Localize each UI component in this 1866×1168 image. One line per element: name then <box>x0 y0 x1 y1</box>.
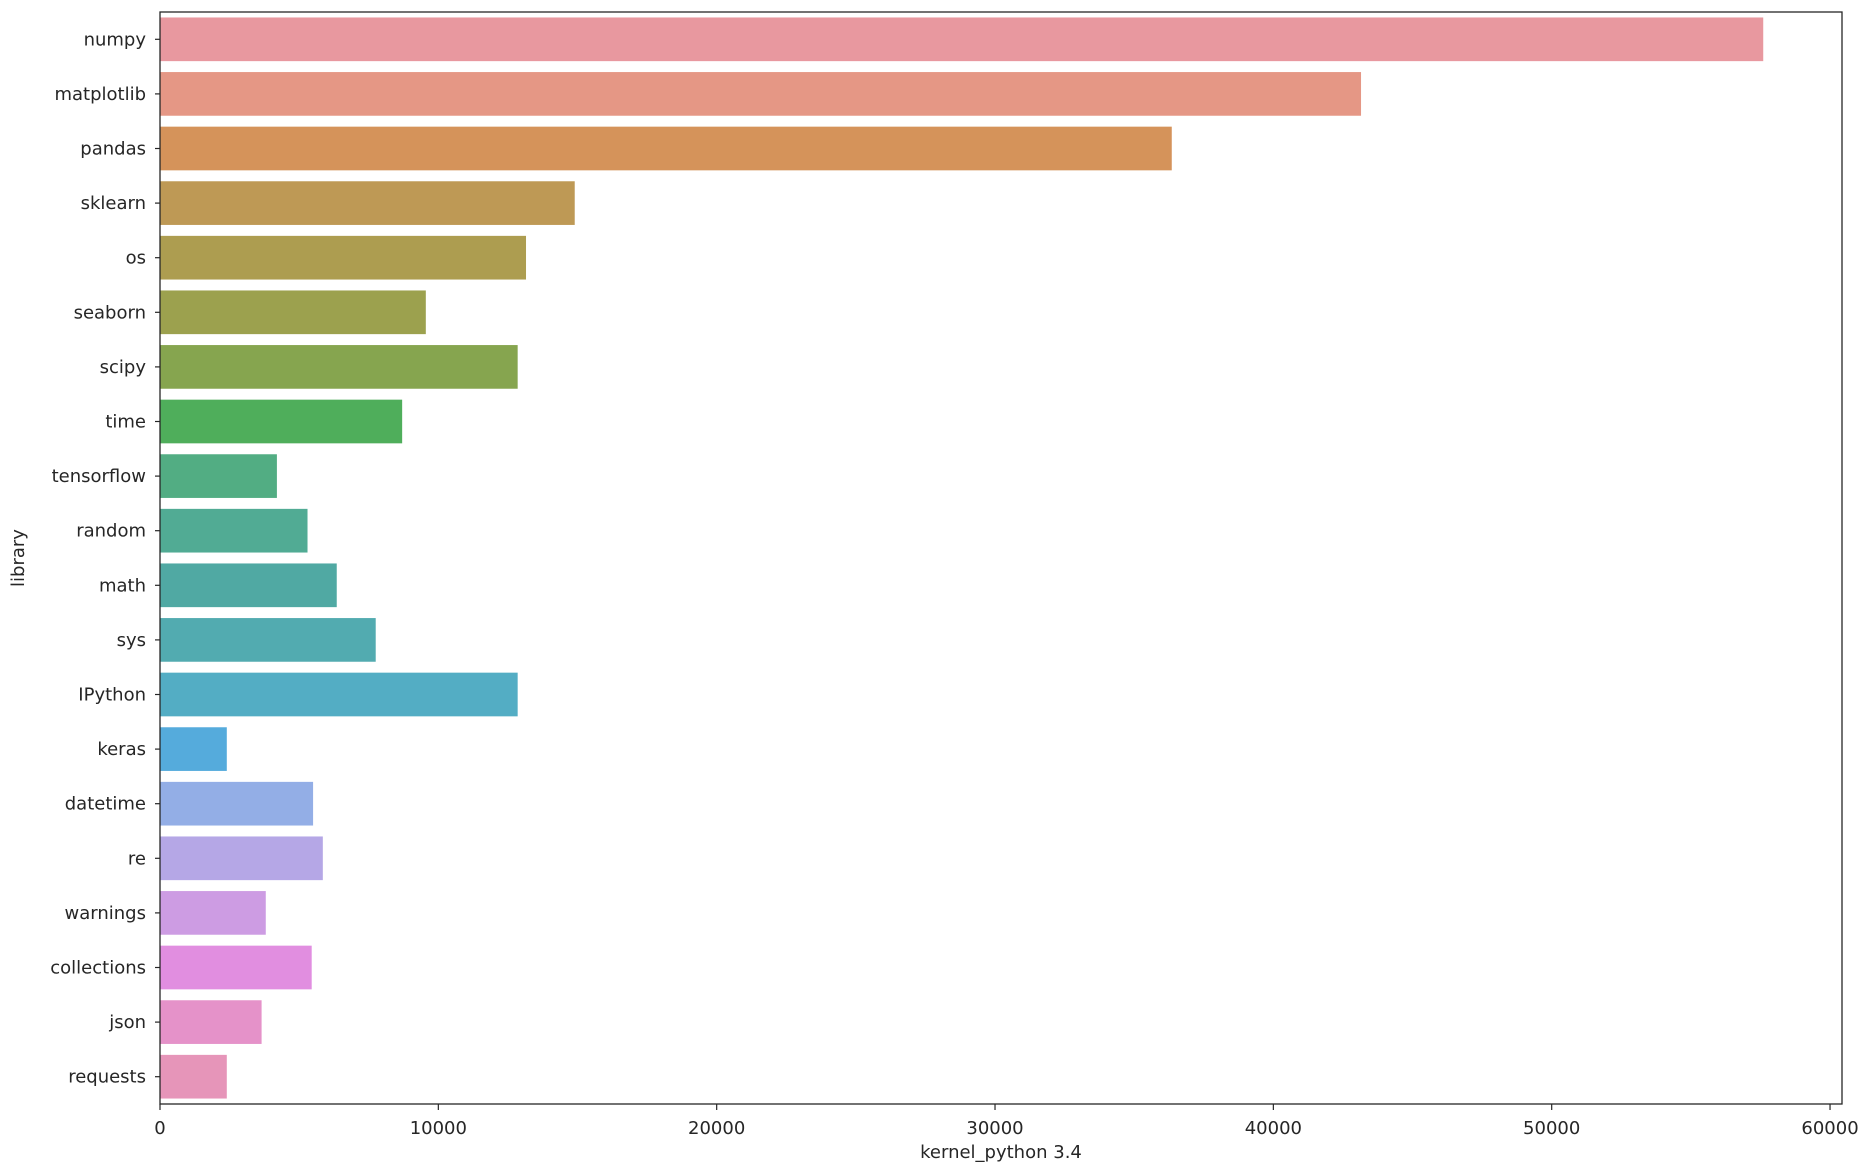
y-tick-label: datetime <box>65 794 146 815</box>
bar-scipy <box>160 345 518 389</box>
y-tick-label: requests <box>68 1067 146 1088</box>
y-tick-label: time <box>105 412 146 433</box>
bar-matplotlib <box>160 72 1362 116</box>
y-tick-label: numpy <box>84 29 147 50</box>
y-tick-label: tensorflow <box>52 466 146 487</box>
y-axis-ticks: numpy matplotlib pandas sklearn os seaborn sci… <box>50 29 160 1088</box>
bar-collections <box>160 945 312 990</box>
x-tick-label: 10000 <box>410 1118 467 1139</box>
y-tick-label: sklearn <box>81 193 146 214</box>
y-tick-label: random <box>76 521 146 542</box>
x-tick-label: 40000 <box>1245 1118 1302 1139</box>
y-tick-label: IPython <box>78 685 146 706</box>
bars <box>160 17 1764 1099</box>
bar-tensorflow <box>160 454 277 498</box>
y-tick-label: scipy <box>100 357 147 378</box>
y-tick-label: keras <box>97 739 146 760</box>
x-tick-label: 30000 <box>966 1118 1023 1139</box>
x-tick-label: 20000 <box>688 1118 745 1139</box>
y-tick-label: json <box>108 1012 146 1033</box>
bar-random <box>160 508 308 553</box>
bar-requests <box>160 1054 227 1099</box>
bar-pandas <box>160 126 1172 171</box>
y-tick-label: collections <box>50 958 146 979</box>
x-axis-label: kernel_python 3.4 <box>920 1142 1082 1163</box>
y-tick-label: math <box>99 575 146 596</box>
bar-keras <box>160 727 227 771</box>
y-axis-label: library <box>8 529 29 587</box>
bar-sys <box>160 618 376 662</box>
x-axis-ticks: 0 10000 20000 30000 40000 50000 60000 <box>154 1104 1859 1139</box>
bar-json <box>160 1000 262 1044</box>
y-tick-label: sys <box>117 630 146 651</box>
bar-time <box>160 399 403 444</box>
y-tick-label: re <box>128 848 146 869</box>
x-tick-label: 50000 <box>1523 1118 1580 1139</box>
y-tick-label: seaborn <box>74 302 146 323</box>
bar-os <box>160 235 527 280</box>
y-tick-label: warnings <box>65 903 146 924</box>
bar-sklearn <box>160 181 575 225</box>
y-tick-label: os <box>126 248 146 269</box>
bar-seaborn <box>160 290 426 335</box>
x-tick-label: 0 <box>154 1118 165 1139</box>
bar-numpy <box>160 17 1764 62</box>
bar-math <box>160 563 337 608</box>
y-tick-label: matplotlib <box>54 84 146 105</box>
bar-warnings <box>160 891 266 935</box>
bar-re <box>160 836 323 881</box>
plot-frame <box>159 11 1843 1105</box>
bar-datetime <box>160 781 314 826</box>
bar-IPython <box>160 672 518 717</box>
y-tick-label: pandas <box>80 139 146 160</box>
x-tick-label: 60000 <box>1801 1118 1858 1139</box>
